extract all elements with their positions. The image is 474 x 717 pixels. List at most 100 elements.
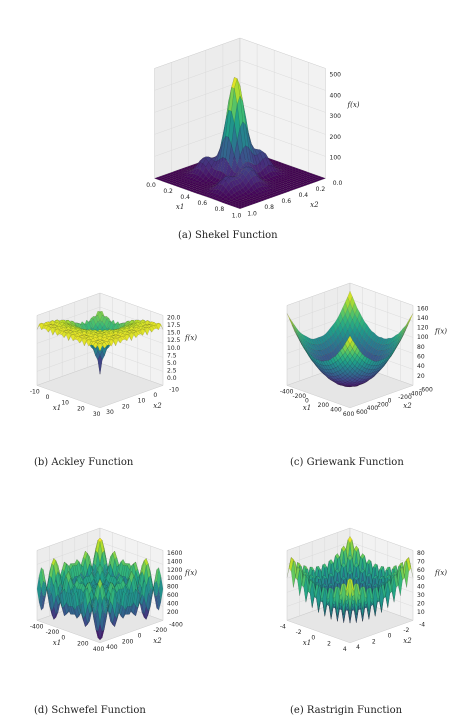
z-tick-label: 600 <box>167 592 179 599</box>
y-tick-label: 600 <box>356 409 368 416</box>
y-tick-label: 20 <box>122 403 130 410</box>
z-tick-label: 1600 <box>167 550 182 557</box>
x-tick-label: 0.6 <box>198 200 208 207</box>
y-tick-label: 0 <box>388 398 392 405</box>
z-axis-label: f(x) <box>434 569 447 577</box>
z-tick-label: 400 <box>330 92 342 99</box>
y-tick-label: 1.0 <box>247 210 257 217</box>
x-tick-label: -200 <box>46 629 60 636</box>
z-tick-label: 20 <box>417 601 425 608</box>
y-tick-label: -2 <box>403 627 409 634</box>
y-tick-label: 0 <box>153 392 157 399</box>
x-tick-label: -400 <box>30 624 44 631</box>
y-tick-label: 0 <box>388 633 392 640</box>
y-tick-label: -200 <box>398 394 412 401</box>
x-axis-label: x1 <box>303 404 311 412</box>
y-tick-label: 400 <box>106 644 118 651</box>
z-tick-label: 10 <box>417 609 425 616</box>
x-tick-label: -10 <box>30 389 40 396</box>
x-axis-label: x1 <box>303 639 311 647</box>
z-tick-label: 400 <box>167 601 179 608</box>
z-tick-label: 200 <box>330 134 342 141</box>
x-tick-label: 0 <box>46 394 50 401</box>
z-tick-label: 80 <box>417 550 425 557</box>
y-tick-label: -400 <box>169 622 183 629</box>
x-axis-label: x1 <box>53 639 61 647</box>
x-tick-label: 4 <box>343 646 347 653</box>
x-tick-label: 0.2 <box>163 188 173 195</box>
z-axis-label: f(x) <box>184 569 197 577</box>
z-tick-label: 200 <box>167 609 179 616</box>
y-tick-label: 30 <box>106 409 114 416</box>
y-tick-label: -10 <box>169 387 179 394</box>
z-tick-label: 60 <box>417 567 425 574</box>
x-tick-label: 2 <box>327 640 331 647</box>
z-tick-label: 500 <box>330 72 342 79</box>
schwefel-surface-plot: -400-2000200400-400-20002004002004006008… <box>30 527 197 653</box>
z-tick-label: 1400 <box>167 558 182 565</box>
y-tick-label: 2 <box>372 638 376 645</box>
z-tick-label: 40 <box>417 584 425 591</box>
y-tick-label: 0.4 <box>299 192 309 199</box>
z-tick-label: 60 <box>417 353 425 360</box>
y-tick-label: -200 <box>153 627 167 634</box>
axis-ticks: -400-2000200400-400-20002004002004006008… <box>30 550 183 653</box>
axis-ticks: -400-2000200400600-600-400-2000200400600… <box>280 305 433 418</box>
surface-mesh <box>286 290 414 387</box>
griewank-surface-plot: -400-2000200400600-600-400-2000200400600… <box>280 282 447 418</box>
y-tick-label: -600 <box>419 387 433 394</box>
y-tick-label: 200 <box>122 638 134 645</box>
x-tick-label: 20 <box>77 405 85 412</box>
caption-ackley: (b) Ackley Function <box>34 457 134 468</box>
x-tick-label: -2 <box>296 629 302 636</box>
z-tick-label: 50 <box>417 575 425 582</box>
z-tick-label: 5.0 <box>167 360 177 367</box>
z-tick-label: 15.0 <box>167 330 181 337</box>
y-tick-label: 0 <box>138 633 142 640</box>
surface-mesh <box>36 311 164 375</box>
z-tick-label: 160 <box>417 305 429 312</box>
surface-mesh <box>154 77 326 209</box>
z-tick-label: 20.0 <box>167 315 181 322</box>
z-tick-label: 70 <box>417 558 425 565</box>
x-tick-label: -400 <box>280 389 294 396</box>
panel-ackley: -10 0 10 20 30 -10 0 10 20 30 0.0 2.5 5.0 7.5 10.0 12.5… <box>0 255 215 440</box>
caption-griewank: (c) Griewank Function <box>290 457 404 468</box>
y-tick-label: 200 <box>377 401 389 408</box>
z-tick-label: 0.0 <box>167 375 177 382</box>
y-tick-label: -400 <box>409 390 423 397</box>
y-tick-label: 400 <box>367 405 379 412</box>
x-tick-label: 0 <box>311 635 315 642</box>
z-tick-label: 7.5 <box>167 352 177 359</box>
z-tick-label: 300 <box>330 113 342 120</box>
y-tick-label: -4 <box>419 622 425 629</box>
z-tick-label: 1200 <box>167 567 182 574</box>
z-axis-label: f(x) <box>434 327 447 335</box>
y-axis-label: x2 <box>153 402 162 410</box>
x-tick-label: -200 <box>292 393 306 400</box>
x-tick-label: 200 <box>318 402 330 409</box>
x-tick-label: 600 <box>343 411 355 418</box>
panel-griewank: -400 -200 0 200 400 600 -600 -400 -200 0 200 400 600… <box>250 255 465 440</box>
y-tick-label: 10 <box>138 398 146 405</box>
z-tick-label: 12.5 <box>167 337 181 344</box>
x-tick-label: 30 <box>93 411 101 418</box>
y-tick-label: 0.6 <box>281 198 291 205</box>
x-tick-label: 400 <box>93 646 105 653</box>
x-tick-label: 200 <box>77 640 89 647</box>
z-axis-label: f(x) <box>184 334 197 342</box>
z-tick-label: 30 <box>417 592 425 599</box>
z-tick-label: 17.5 <box>167 322 181 329</box>
y-tick-label: 0.8 <box>264 204 274 211</box>
x-tick-label: 1.0 <box>232 212 242 219</box>
z-tick-label: 140 <box>417 315 429 322</box>
z-tick-label: 40 <box>417 363 425 370</box>
caption-shekel: (a) Shekel Function <box>178 230 278 241</box>
x-axis-label: x1 <box>53 404 61 412</box>
surface-mesh <box>286 536 414 624</box>
shekel-surface-plot: 0.0 0.2 0.4 0.6 0.8 1.0 0.0 0.2 0.4 0.6 0.8 1.0 100 2… <box>146 37 360 219</box>
panel-rastrigin: -4 -2 0 2 4 -4 -2 0 2 4 10 20 30 40 50 60 70 80 x1 x2 f(x) <box>250 490 465 675</box>
panel-schwefel: -400 -200 0 200 400 -400 -200 0 200 400 200 400 600 8… <box>0 490 215 675</box>
surface-mesh <box>36 537 164 641</box>
x-tick-label: 0.8 <box>215 206 225 213</box>
